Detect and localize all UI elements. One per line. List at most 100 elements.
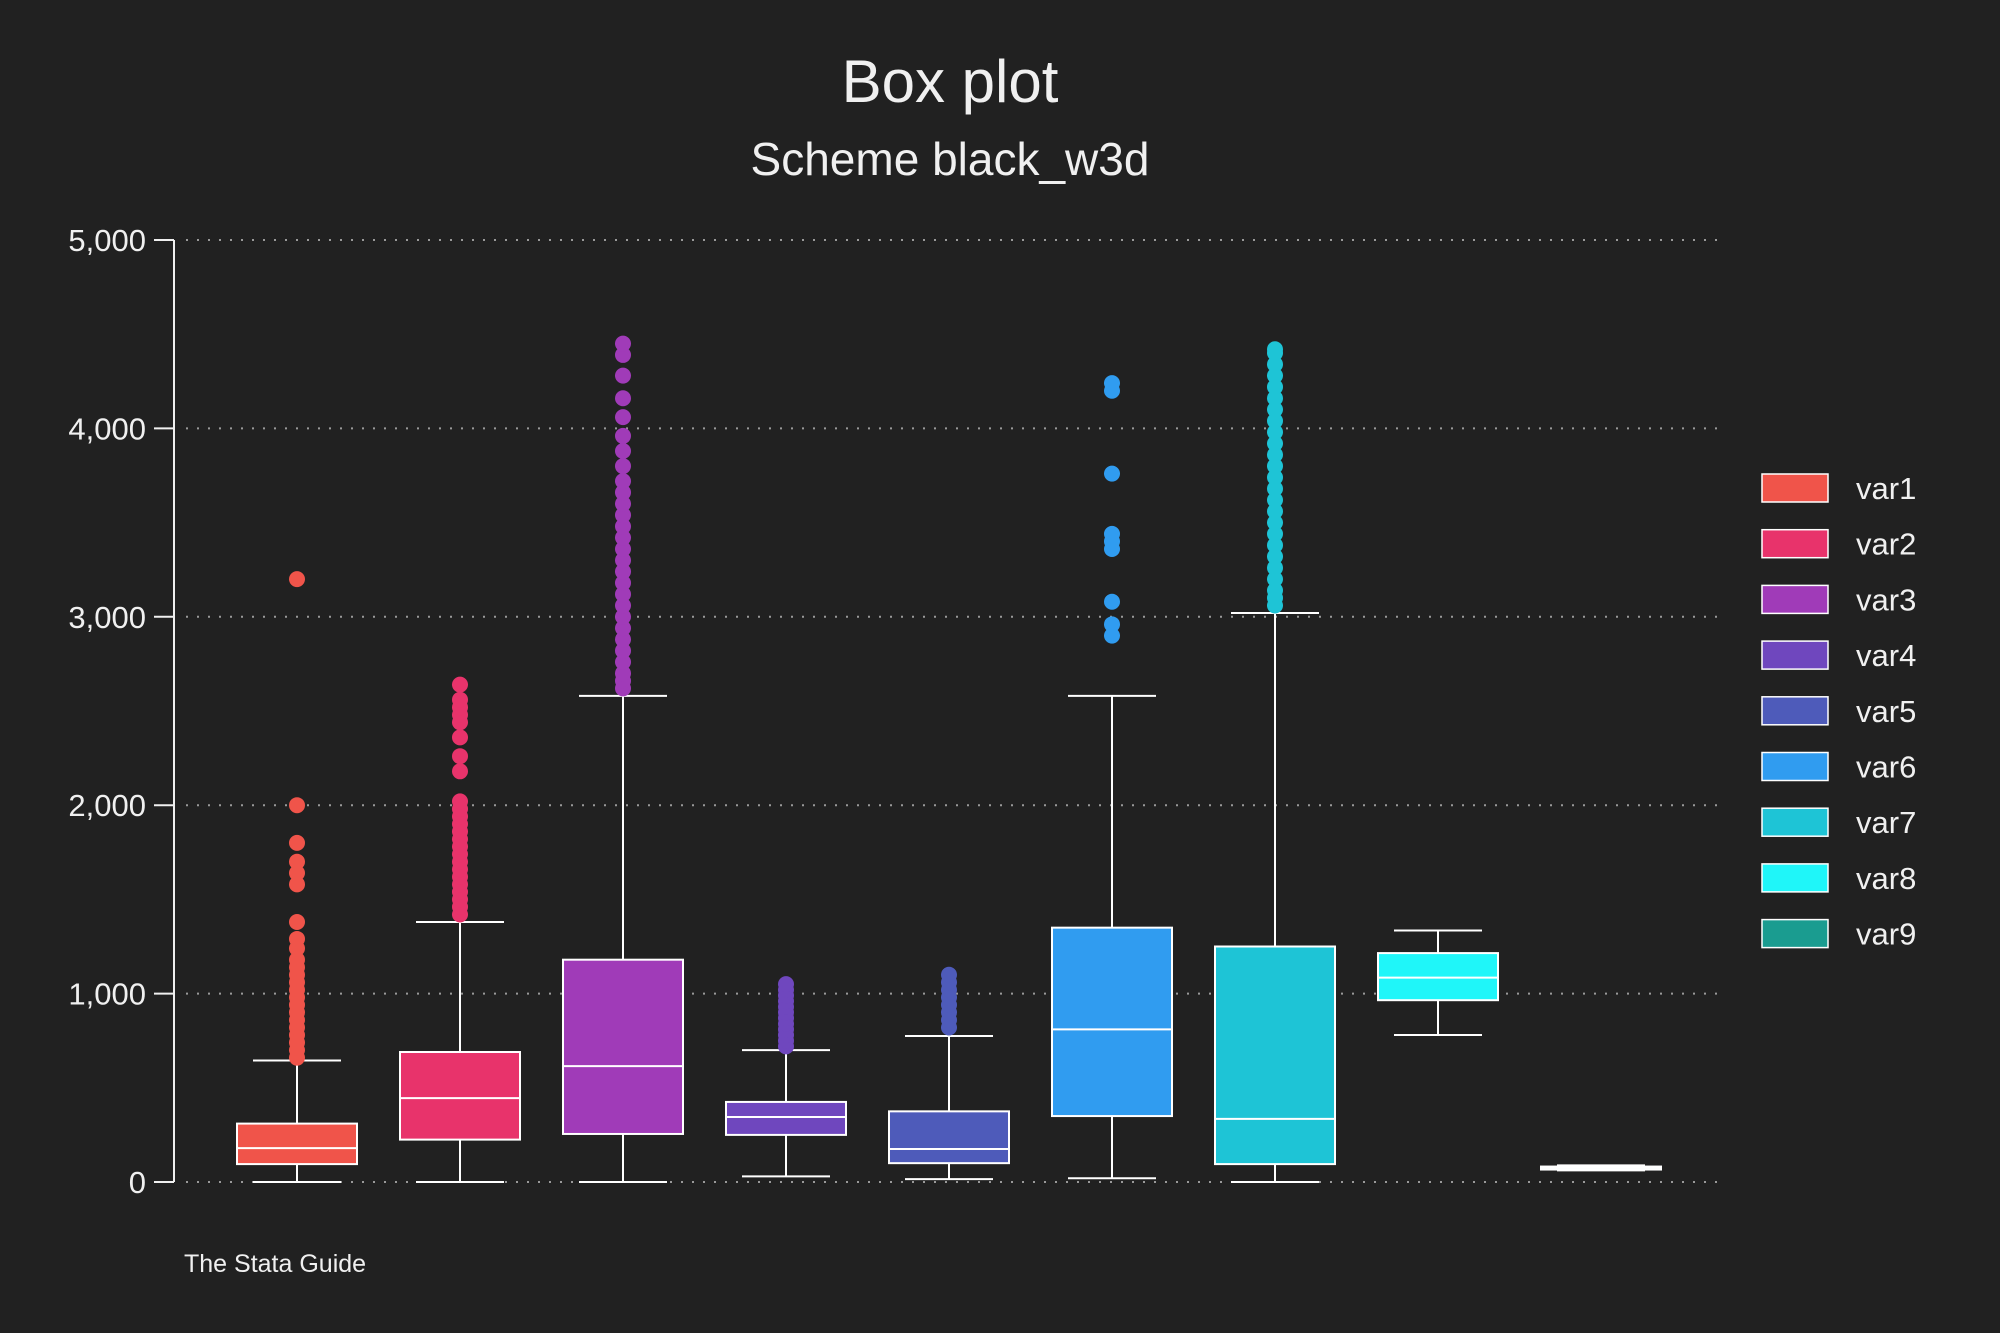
outlier-point — [1267, 514, 1283, 531]
outlier-point — [778, 976, 794, 993]
outlier-point — [289, 797, 305, 814]
y-tick-label: 0 — [129, 1165, 146, 1200]
legend-label-var8: var8 — [1856, 861, 1916, 896]
box-var9 — [1540, 1164, 1662, 1172]
outlier-point — [615, 443, 631, 460]
legend-swatch-var3 — [1761, 584, 1829, 615]
outlier-point — [1267, 491, 1283, 508]
legend-swatch-var7 — [1761, 807, 1829, 837]
outlier-point — [289, 834, 305, 851]
outlier-point — [615, 620, 631, 637]
outlier-point — [615, 574, 631, 591]
outlier-point — [615, 473, 631, 490]
legend-swatch-var5 — [1761, 696, 1829, 726]
legend-label-var3: var3 — [1856, 582, 1916, 617]
y-tick-label: 2,000 — [68, 788, 146, 823]
legend: var1 var2 var3 var4 var5 var6 var7 var8 var9 — [1761, 471, 1916, 952]
box-var4 — [725, 976, 847, 1178]
outlier-point — [615, 335, 631, 352]
legend-label-var5: var5 — [1856, 694, 1916, 729]
box-iqr — [888, 1110, 1010, 1165]
box-var7 — [1214, 341, 1336, 1183]
outlier-point — [1267, 341, 1283, 358]
outlier-point — [615, 495, 631, 512]
outlier-point — [615, 458, 631, 475]
chart-note: The Stata Guide — [184, 1250, 366, 1278]
outlier-point — [615, 518, 631, 535]
outlier-point — [1267, 435, 1283, 452]
outlier-point — [1267, 446, 1283, 463]
outlier-point — [1267, 537, 1283, 554]
outlier-point — [1104, 616, 1120, 633]
outlier-point — [1267, 424, 1283, 441]
outlier-point — [1267, 378, 1283, 395]
y-tick-label: 4,000 — [68, 411, 146, 446]
outlier-point — [289, 853, 305, 870]
outlier-point — [615, 552, 631, 569]
y-axis: 0 1,000 2,000 3,000 4,000 5,000 — [68, 223, 174, 1200]
outlier-point — [452, 793, 468, 810]
legend-label-var9: var9 — [1856, 917, 1916, 952]
outlier-point — [615, 484, 631, 501]
legend-label-var7: var7 — [1856, 805, 1916, 840]
box-var3 — [562, 335, 684, 1183]
box-iqr — [236, 1122, 358, 1166]
outlier-point — [615, 563, 631, 580]
outlier-point — [615, 586, 631, 603]
outlier-point — [452, 748, 468, 765]
legend-swatch-var2 — [1761, 528, 1829, 559]
outlier-point — [452, 763, 468, 780]
outlier-point — [452, 691, 468, 708]
outlier-point — [615, 597, 631, 614]
outlier-point — [289, 914, 305, 931]
outlier-point — [1267, 469, 1283, 486]
outlier-point — [615, 665, 631, 682]
outlier-point — [1267, 390, 1283, 407]
outlier-point — [615, 367, 631, 384]
box-iqr — [725, 1100, 847, 1136]
outlier-point — [1104, 525, 1120, 542]
y-tick-label: 5,000 — [68, 223, 146, 258]
outlier-point — [615, 409, 631, 426]
legend-label-var4: var4 — [1856, 638, 1916, 673]
outlier-point — [615, 427, 631, 444]
outlier-point — [1267, 401, 1283, 418]
outlier-point — [289, 865, 305, 882]
legend-swatch-var9 — [1761, 918, 1829, 949]
outlier-point — [1267, 525, 1283, 542]
outlier-point — [615, 529, 631, 546]
outlier-point — [452, 729, 468, 746]
chart-subtitle: Scheme black_w3d — [751, 133, 1150, 185]
box-var2 — [399, 676, 521, 1183]
legend-swatch-var6 — [1761, 751, 1829, 782]
outlier-point — [1104, 465, 1120, 482]
outlier-point — [289, 571, 305, 588]
legend-label-var1: var1 — [1856, 471, 1916, 506]
outlier-point — [615, 346, 631, 363]
y-tick-label: 1,000 — [68, 977, 146, 1012]
outlier-point — [615, 631, 631, 648]
boxes — [236, 335, 1662, 1183]
legend-swatch-var4 — [1761, 640, 1829, 670]
box-iqr — [562, 958, 684, 1135]
legend-swatch-var1 — [1761, 473, 1829, 503]
outlier-point — [1267, 458, 1283, 475]
outlier-point — [615, 390, 631, 407]
outlier-point — [1267, 571, 1283, 588]
outlier-point — [615, 507, 631, 524]
legend-label-var6: var6 — [1856, 750, 1916, 785]
outlier-point — [1104, 593, 1120, 610]
outlier-point — [1267, 582, 1283, 599]
y-tick-label: 3,000 — [68, 600, 146, 635]
outlier-point — [1267, 548, 1283, 565]
outlier-point — [615, 540, 631, 557]
outlier-point — [1267, 356, 1283, 373]
outlier-point — [941, 966, 957, 983]
outlier-point — [1267, 412, 1283, 429]
box-iqr — [399, 1051, 521, 1141]
outlier-point — [289, 951, 305, 968]
box-iqr — [1214, 945, 1336, 1166]
box-var5 — [888, 966, 1010, 1181]
outlier-point — [1104, 375, 1120, 392]
